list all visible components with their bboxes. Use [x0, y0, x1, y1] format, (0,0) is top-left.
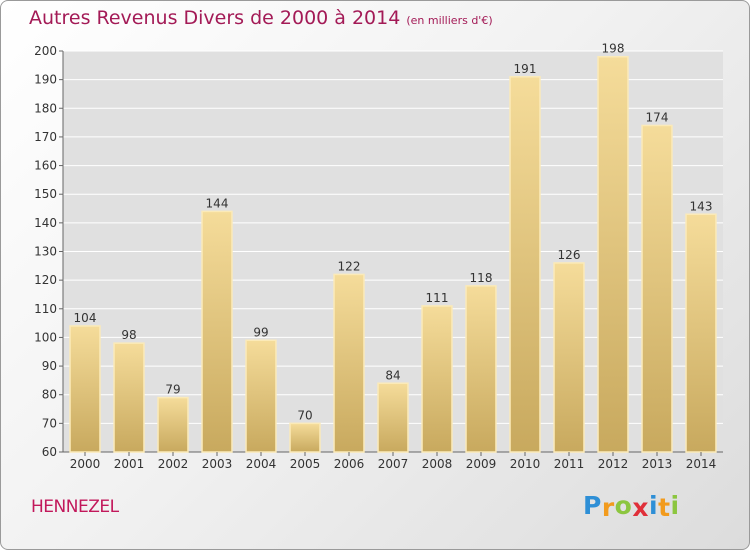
y-tick-label: 160 — [34, 159, 57, 173]
data-label: 174 — [646, 110, 669, 124]
y-tick-label: 200 — [34, 44, 57, 58]
data-label: 104 — [74, 311, 97, 325]
bar — [113, 342, 145, 453]
x-tick-label: 2001 — [114, 457, 145, 471]
data-label: 198 — [602, 42, 625, 56]
data-label: 111 — [426, 291, 449, 305]
logo-letter: P — [583, 491, 602, 520]
y-tick-label: 110 — [34, 302, 57, 316]
commune-name: HENNEZEL — [31, 497, 119, 517]
bar — [597, 55, 629, 453]
y-tick-label: 120 — [34, 273, 57, 287]
y-tick-label: 140 — [34, 216, 57, 230]
x-tick-label: 2006 — [334, 457, 365, 471]
bar — [553, 262, 585, 453]
x-tick-label: 2012 — [598, 457, 629, 471]
bar — [509, 76, 541, 453]
logo-letter: o — [614, 491, 633, 520]
bar — [201, 210, 233, 453]
bar — [69, 325, 101, 453]
x-tick-label: 2007 — [378, 457, 409, 471]
chart-title-unit: (en milliers d'€) — [406, 14, 493, 27]
y-tick-label: 60 — [42, 445, 57, 459]
data-label: 126 — [558, 248, 581, 262]
bar — [465, 285, 497, 453]
y-tick-label: 90 — [42, 359, 57, 373]
x-tick-label: 2013 — [642, 457, 673, 471]
x-tick-label: 2004 — [246, 457, 277, 471]
x-tick-label: 2002 — [158, 457, 189, 471]
x-tick-label: 2009 — [466, 457, 497, 471]
data-label: 122 — [338, 259, 361, 273]
logo-letter: i — [670, 491, 680, 520]
y-tick-label: 100 — [34, 330, 57, 344]
data-label: 84 — [385, 368, 400, 382]
y-tick-label: 150 — [34, 187, 57, 201]
x-tick-label: 2008 — [422, 457, 453, 471]
x-tick-label: 2010 — [510, 457, 541, 471]
logo-letter: t — [658, 493, 671, 522]
bar — [289, 422, 321, 453]
bar — [157, 396, 189, 453]
y-tick-label: 70 — [42, 416, 57, 430]
bar — [333, 273, 365, 453]
logo-letter: i — [649, 491, 659, 520]
x-tick-label: 2000 — [70, 457, 101, 471]
x-tick-label: 2011 — [554, 457, 585, 471]
data-label: 99 — [253, 325, 268, 339]
data-label: 118 — [470, 271, 493, 285]
y-tick-label: 170 — [34, 130, 57, 144]
y-tick-label: 80 — [42, 388, 57, 402]
data-label: 70 — [297, 408, 312, 422]
proxiti-logo[interactable]: Proxiti — [583, 491, 680, 522]
bar — [421, 305, 453, 453]
bar — [685, 213, 717, 453]
y-tick-label: 130 — [34, 245, 57, 259]
bar — [377, 382, 409, 453]
data-label: 143 — [690, 199, 713, 213]
y-tick-label: 190 — [34, 73, 57, 87]
x-tick-label: 2003 — [202, 457, 233, 471]
data-label: 98 — [121, 328, 136, 342]
y-tick-label: 180 — [34, 101, 57, 115]
bar — [641, 124, 673, 453]
data-label: 79 — [165, 383, 180, 397]
bar — [245, 339, 277, 453]
data-label: 144 — [206, 196, 229, 210]
chart-title-main: Autres Revenus Divers de 2000 à 2014 — [29, 7, 401, 29]
data-label: 191 — [514, 62, 537, 76]
chart-title: Autres Revenus Divers de 2000 à 2014 (en … — [29, 7, 493, 29]
x-tick-label: 2005 — [290, 457, 321, 471]
logo-letter: r — [601, 493, 615, 522]
logo-letter: x — [632, 493, 649, 522]
x-tick-label: 2014 — [686, 457, 717, 471]
